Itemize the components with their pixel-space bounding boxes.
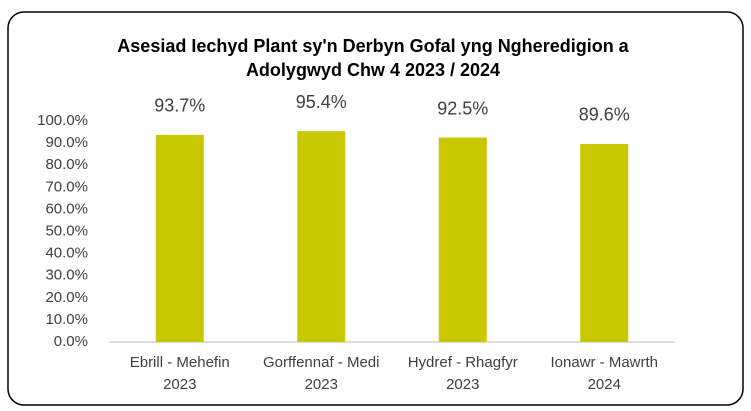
bar bbox=[297, 131, 346, 342]
data-label: 93.7% bbox=[154, 96, 205, 116]
y-tick-label: 90.0% bbox=[45, 134, 88, 151]
y-tick-label: 10.0% bbox=[45, 311, 88, 328]
data-label: 95.4% bbox=[296, 92, 347, 112]
chart-title: Asesiad Iechyd Plant sy'n Derbyn Gofal y… bbox=[117, 36, 629, 80]
bar bbox=[155, 134, 204, 342]
y-tick-label: 80.0% bbox=[45, 156, 88, 173]
x-tick-label: Ionawr - Mawrth 2024 bbox=[550, 354, 658, 393]
x-tick-label: Gorffennaf - Medi 2023 bbox=[263, 354, 379, 393]
x-tick-label: Hydref - Rhagfyr 2023 bbox=[408, 354, 518, 393]
y-tick-label: 100.0% bbox=[37, 112, 88, 129]
y-tick-label: 50.0% bbox=[45, 222, 88, 239]
y-tick-label: 30.0% bbox=[45, 267, 88, 284]
y-tick-label: 20.0% bbox=[45, 289, 88, 306]
y-tick-label: 0.0% bbox=[54, 333, 88, 350]
bar bbox=[438, 137, 487, 342]
y-tick-label: 60.0% bbox=[45, 200, 88, 217]
data-label: 89.6% bbox=[579, 105, 630, 125]
data-label: 92.5% bbox=[437, 98, 488, 118]
y-tick-label: 70.0% bbox=[45, 178, 88, 195]
y-tick-label: 40.0% bbox=[45, 245, 88, 262]
bar bbox=[580, 143, 629, 342]
x-tick-label: Ebrill - Mehefin 2023 bbox=[130, 354, 230, 393]
